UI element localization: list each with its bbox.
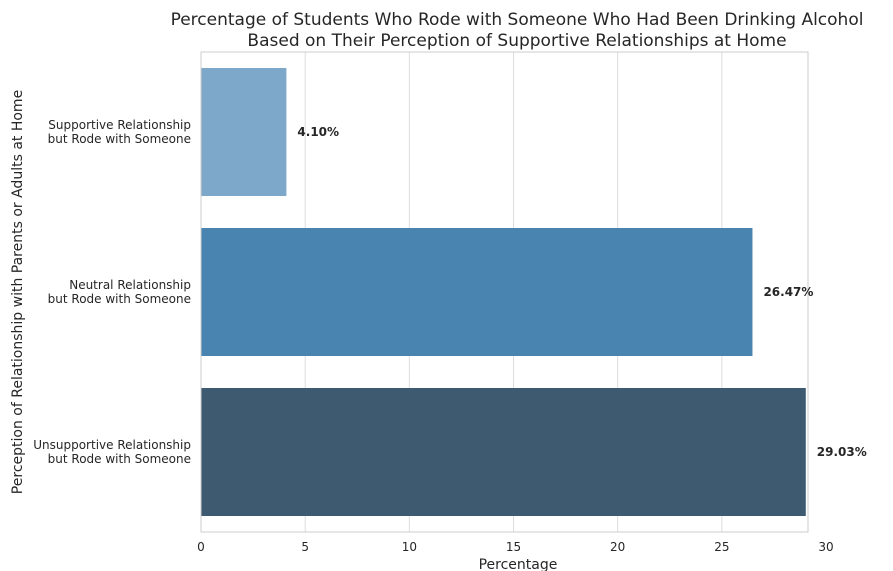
plot-frame — [200, 51, 809, 533]
data-labels: 4.10% 26.47% 29.03% — [297, 125, 866, 459]
chart-title-line-2: Based on Their Perception of Supportive … — [247, 31, 786, 51]
bar-2 — [201, 388, 806, 516]
category-label-line: Neutral Relationship — [69, 278, 191, 292]
x-tick-label: 5 — [301, 540, 309, 554]
category-label-line: but Rode with Someone — [48, 452, 191, 466]
data-label-2: 29.03% — [817, 445, 867, 459]
x-tick-label: 25 — [714, 540, 729, 554]
bar-0 — [201, 68, 287, 196]
x-tick-label: 10 — [402, 540, 417, 554]
category-label-line: Supportive Relationship — [48, 118, 191, 132]
category-label-line: Unsupportive Relationship — [33, 438, 191, 452]
chart-title: Percentage of Students Who Rode with Som… — [171, 10, 864, 51]
x-axis-ticks: 0 5 10 15 20 25 30 — [197, 540, 833, 554]
category-label-line: but Rode with Someone — [48, 292, 191, 306]
x-axis-label: Percentage — [479, 557, 558, 571]
category-label-line: but Rode with Someone — [48, 132, 191, 146]
x-tick-label: 0 — [197, 540, 205, 554]
y-axis-label: Perception of Relationship with Parents … — [10, 90, 26, 494]
data-label-1: 26.47% — [763, 285, 813, 299]
x-tick-label: 20 — [610, 540, 625, 554]
x-tick-label: 15 — [506, 540, 521, 554]
chart-title-line-1: Percentage of Students Who Rode with Som… — [171, 10, 864, 30]
bar-1 — [201, 228, 753, 356]
data-label-0: 4.10% — [297, 125, 339, 139]
x-tick-label: 30 — [818, 540, 833, 554]
bars — [201, 68, 806, 516]
